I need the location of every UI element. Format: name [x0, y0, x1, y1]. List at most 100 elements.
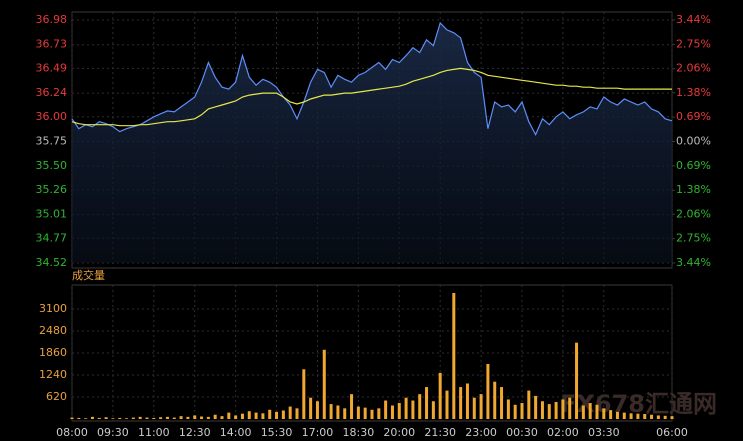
volume-bar: [206, 416, 210, 419]
y-tick-label: 3100: [39, 302, 67, 315]
volume-bar: [179, 416, 183, 419]
volume-bar: [479, 394, 483, 419]
volume-bar: [234, 415, 238, 419]
volume-bar: [268, 409, 272, 419]
volume-bar: [77, 417, 81, 419]
average-line: [71, 67, 672, 127]
volume-bar: [84, 418, 88, 419]
x-tick-label: 02:00: [547, 426, 579, 439]
y2-tick-label: 2.06%: [676, 207, 711, 220]
volume-bar: [581, 405, 585, 419]
y-tick-label: 34.77: [36, 231, 68, 244]
volume-bar: [213, 414, 217, 419]
x-tick-label: 20:00: [383, 426, 415, 439]
volume-bar: [554, 401, 558, 419]
volume-bar: [506, 399, 510, 419]
volume-bar: [377, 408, 381, 419]
volume-bar: [520, 403, 524, 419]
watermark: FX678汇通网: [560, 390, 717, 418]
y-tick-label: 2480: [39, 324, 67, 337]
volume-bar: [275, 411, 279, 419]
x-tick-label: 08:00: [56, 426, 88, 439]
volume-bar: [459, 387, 463, 419]
volume-bar: [70, 417, 74, 419]
x-tick-label: 06:00: [656, 426, 688, 439]
volume-bar: [315, 401, 319, 419]
volume-bar: [527, 390, 531, 419]
volume-bar: [329, 404, 333, 419]
volume-bar: [622, 412, 626, 419]
volume-bar: [97, 417, 101, 419]
volume-bar: [261, 413, 265, 419]
volume-bar: [486, 363, 490, 419]
volume-bar: [227, 412, 231, 419]
y-tick-label: 36.24: [36, 86, 68, 99]
y-tick-label: 1240: [39, 368, 67, 381]
y2-tick-label: 2.75%: [676, 232, 711, 245]
y-tick-label: 36.49: [36, 61, 68, 74]
y2-tick-label: 3.44%: [676, 256, 711, 269]
y2-tick-label: 2.06%: [676, 62, 711, 75]
volume-bar: [240, 413, 244, 419]
y2-tick-label: 0.69%: [676, 110, 711, 123]
volume-bar: [595, 404, 599, 419]
volume-bar: [656, 415, 660, 419]
volume-bar: [90, 416, 94, 419]
volume-bar: [111, 418, 115, 419]
volume-bar: [397, 403, 401, 419]
x-tick-label: 23:00: [465, 426, 497, 439]
y-tick-label: 35.75: [36, 135, 68, 148]
volume-bar: [411, 400, 415, 419]
x-tick-label: 18:30: [343, 426, 375, 439]
volume-bar: [247, 411, 251, 419]
volume-bar: [390, 405, 394, 419]
volume-bar: [609, 410, 613, 419]
x-tick-label: 09:30: [97, 426, 129, 439]
volume-bar: [145, 417, 149, 419]
volume-bar: [288, 406, 292, 419]
volume-bar: [295, 408, 299, 419]
volume-bar: [636, 413, 640, 419]
volume-bar: [186, 416, 190, 419]
volume-bar: [370, 409, 374, 419]
x-tick-label: 11:00: [138, 426, 170, 439]
volume-bar: [670, 416, 674, 419]
volume-bar: [159, 417, 163, 419]
volume-bar: [588, 403, 592, 419]
y-tick-label: 1860: [39, 346, 67, 359]
y2-tick-label: 1.38%: [676, 86, 711, 99]
volume-bar: [138, 416, 142, 419]
volume-bar: [350, 394, 354, 419]
volume-bar: [629, 413, 633, 419]
x-tick-label: 12:30: [179, 426, 211, 439]
volume-bar: [493, 381, 497, 419]
y2-tick-label: 1.38%: [676, 183, 711, 196]
volume-bar: [302, 369, 306, 419]
price-line: [71, 21, 673, 136]
y-tick-label: 36.98: [36, 13, 68, 26]
volume-bar: [193, 415, 197, 419]
volume-bar: [384, 400, 388, 419]
y-tick-label: 34.52: [36, 256, 68, 269]
y-tick-label: 35.26: [36, 183, 68, 196]
volume-title: 成交量: [72, 268, 105, 282]
volume-bar: [452, 292, 456, 419]
x-tick-label: 21:30: [424, 426, 456, 439]
price-area: [72, 23, 672, 263]
volume-bar: [322, 349, 326, 419]
volume-bar: [118, 417, 122, 419]
volume-bar: [309, 397, 313, 419]
volume-bar: [200, 416, 204, 419]
x-tick-label: 03:30: [588, 426, 620, 439]
volume-bar: [356, 406, 360, 419]
volume-bar: [547, 404, 551, 419]
volume-bar: [643, 414, 647, 419]
volume-bar: [418, 394, 422, 419]
volume-bar: [104, 417, 108, 419]
volume-bar: [281, 410, 285, 419]
volume-bar: [650, 414, 654, 419]
x-tick-label: 15:30: [261, 426, 293, 439]
y-tick-label: 620: [46, 390, 67, 403]
volume-bar: [561, 399, 565, 419]
